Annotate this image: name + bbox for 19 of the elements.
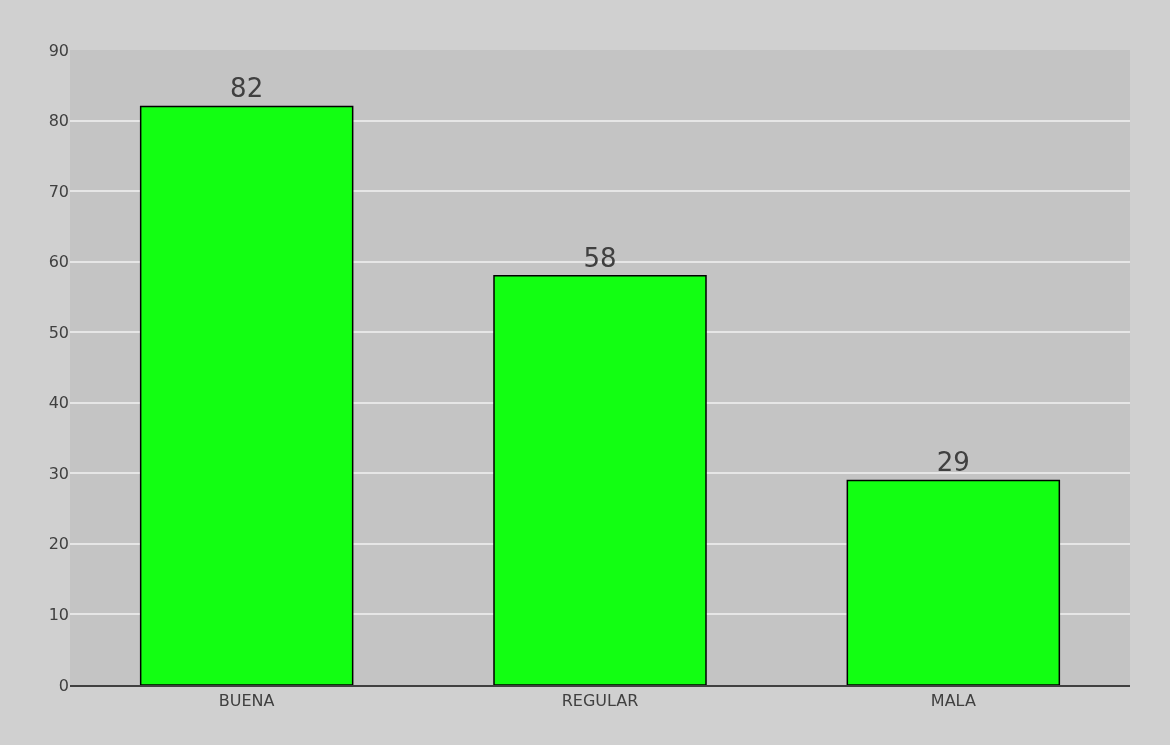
data-label: 29 [936, 447, 970, 478]
data-label: 58 [583, 242, 617, 273]
y-tick-label: 50 [48, 322, 69, 342]
y-tick-label: 20 [48, 534, 69, 554]
bar [139, 105, 354, 685]
y-tick-label: 90 [48, 40, 69, 60]
y-tick-label: 40 [48, 393, 69, 413]
x-tick-label: MALA [930, 691, 976, 711]
x-tick-label: BUENA [218, 691, 275, 711]
y-tick-label: 60 [48, 252, 69, 272]
y-tick-label: 70 [48, 181, 69, 201]
bar [493, 275, 707, 685]
y-tick-label: 30 [48, 463, 69, 483]
y-tick-label: 0 [58, 675, 69, 695]
y-tick-label: 80 [48, 111, 69, 131]
x-tick-label: REGULAR [561, 691, 639, 711]
y-tick-label: 10 [48, 605, 69, 625]
bar [846, 479, 1061, 685]
data-label: 82 [230, 73, 264, 104]
